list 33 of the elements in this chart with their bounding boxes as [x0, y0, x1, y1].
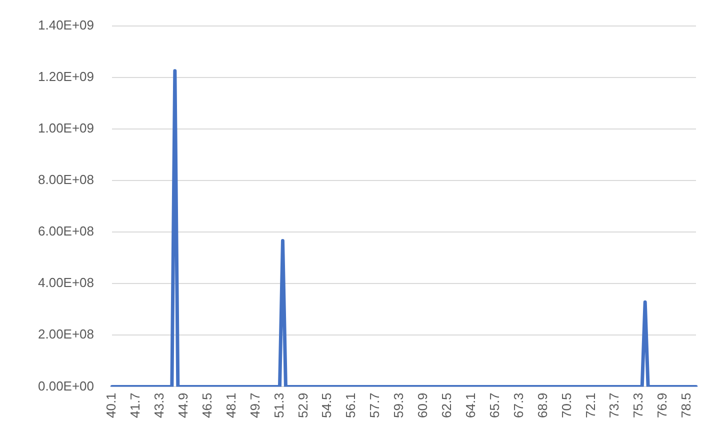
x-tick-label: 52.9 — [295, 392, 310, 418]
x-tick-label: 57.7 — [367, 392, 382, 418]
y-tick-label: 6.00E+08 — [38, 224, 94, 239]
x-tick-label: 64.1 — [462, 392, 478, 418]
x-tick-label: 60.9 — [415, 392, 430, 418]
x-tick-label: 75.3 — [630, 392, 646, 418]
x-tick-label: 78.5 — [678, 392, 694, 418]
y-tick-label: 1.40E+09 — [38, 17, 94, 32]
x-tick-label: 51.3 — [271, 392, 286, 418]
x-tick-label: 49.7 — [247, 392, 262, 418]
x-tick-label: 62.5 — [439, 392, 454, 418]
x-tick-label: 44.9 — [175, 392, 190, 418]
y-tick-label: 0.00E+00 — [38, 378, 94, 394]
x-tick-label: 72.1 — [582, 392, 598, 418]
x-tick-label: 48.1 — [223, 392, 238, 418]
y-tick-label: 8.00E+08 — [38, 172, 94, 188]
y-tick-label: 1.20E+09 — [38, 68, 94, 84]
x-tick-label: 73.7 — [606, 392, 622, 418]
x-tick-label: 46.5 — [199, 392, 214, 418]
y-tick-label: 1.00E+09 — [38, 120, 94, 136]
y-tick-label: 4.00E+08 — [38, 275, 94, 290]
x-tick-label: 56.1 — [343, 392, 358, 418]
x-tick-label: 67.3 — [510, 392, 526, 418]
x-tick-label: 65.7 — [486, 392, 502, 418]
x-tick-label: 43.3 — [152, 392, 167, 418]
x-tick-label: 40.1 — [104, 392, 119, 418]
x-tick-label: 76.9 — [654, 392, 670, 418]
x-tick-label: 59.3 — [391, 392, 406, 418]
x-tick-label: 54.5 — [319, 392, 334, 418]
x-tick-label: 68.9 — [534, 392, 550, 418]
x-tick-label: 41.7 — [128, 392, 143, 418]
x-tick-label: 70.5 — [558, 392, 574, 418]
y-tick-label: 2.00E+08 — [38, 326, 94, 342]
